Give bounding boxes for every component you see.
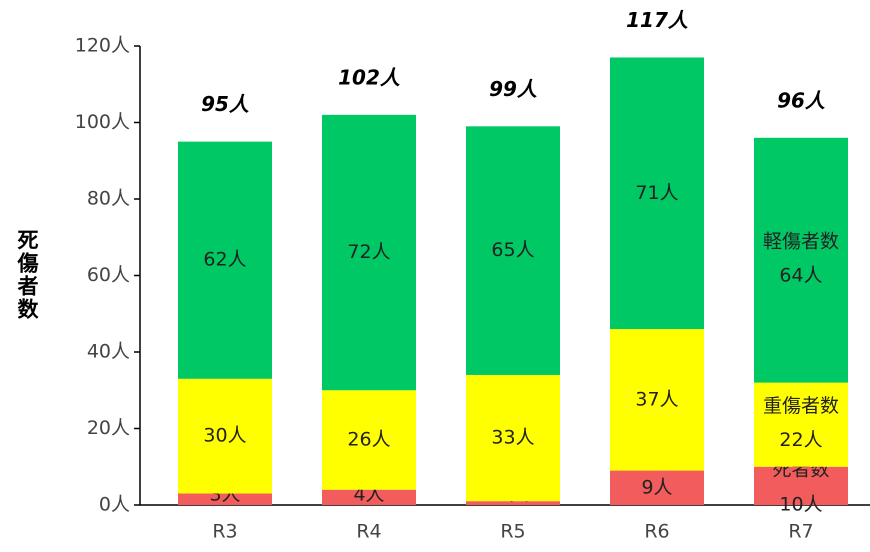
value-label: 64人 <box>779 265 822 287</box>
total-label: 99人 <box>489 77 538 101</box>
bar-segment <box>322 114 416 391</box>
value-label: 10人 <box>779 493 822 515</box>
value-label: 71人 <box>635 182 678 204</box>
bar-segment <box>178 141 272 379</box>
series-name: 軽傷者数 <box>763 231 839 253</box>
y-tick-label: 0人 <box>99 494 130 516</box>
x-tick-label: R4 <box>356 521 381 543</box>
bar-segment <box>322 390 416 490</box>
bar-segment <box>754 466 848 505</box>
x-tick-label: R5 <box>500 521 525 543</box>
y-tick-label: 120人 <box>75 35 130 57</box>
value-label: 62人 <box>203 249 246 271</box>
bar-segment <box>610 329 704 471</box>
bar-segment <box>466 374 560 502</box>
y-tick-label: 80人 <box>87 188 130 210</box>
total-label: 102人 <box>338 65 401 89</box>
bar-segment <box>322 489 416 505</box>
value-label: 9人 <box>641 476 672 498</box>
y-tick-label: 20人 <box>87 417 130 439</box>
bar-segment <box>466 501 560 505</box>
total-label: 95人 <box>201 92 250 116</box>
y-axis-label: 死傷者数 <box>15 229 40 321</box>
y-tick-label: 40人 <box>87 341 130 363</box>
value-label: 33人 <box>491 427 534 449</box>
value-label: 30人 <box>203 425 246 447</box>
bar-segment <box>754 382 848 467</box>
bar-segment <box>178 378 272 494</box>
y-tick-label: 100人 <box>75 111 130 133</box>
bar-segment <box>610 57 704 330</box>
value-label: 72人 <box>347 241 390 263</box>
bar-segment <box>610 470 704 505</box>
total-label: 96人 <box>777 88 826 112</box>
bar-segment <box>178 493 272 505</box>
x-tick-label: R6 <box>644 521 669 543</box>
bar-segment <box>466 126 560 375</box>
total-label: 117人 <box>626 8 689 32</box>
value-label: 26人 <box>347 428 390 450</box>
value-label: 22人 <box>779 429 822 451</box>
bar-segment <box>754 137 848 383</box>
series-name: 重傷者数 <box>763 395 839 417</box>
value-label: 65人 <box>491 239 534 261</box>
y-tick-label: 60人 <box>87 264 130 286</box>
x-tick-label: R7 <box>788 521 813 543</box>
x-tick-label: R3 <box>212 521 237 543</box>
value-label: 37人 <box>635 388 678 410</box>
